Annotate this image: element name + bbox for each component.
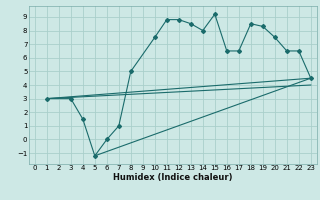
X-axis label: Humidex (Indice chaleur): Humidex (Indice chaleur) — [113, 173, 233, 182]
